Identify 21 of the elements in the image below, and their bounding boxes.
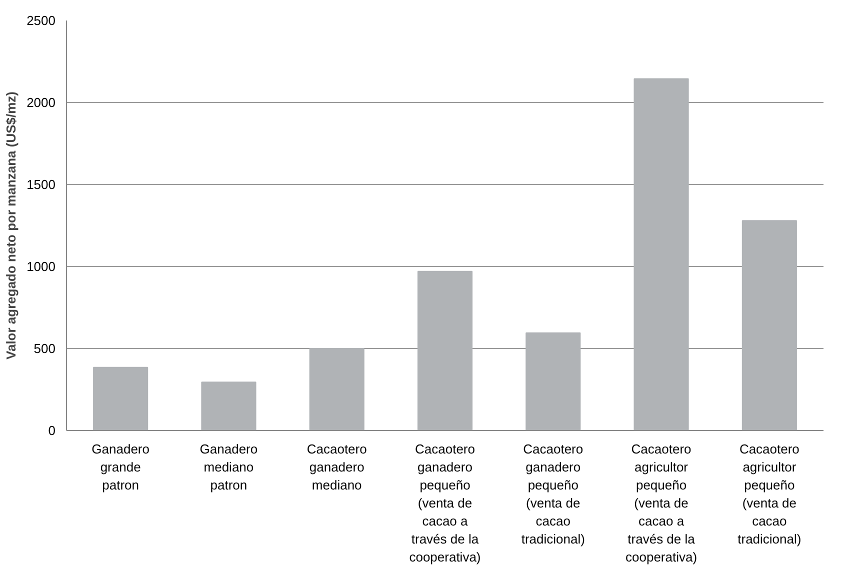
x-tick-label: Cacaotero ganadero mediano xyxy=(306,442,367,492)
x-tick-label: Ganadero mediano patron xyxy=(200,442,258,492)
x-tick-label: Cacaotero ganadero pequeño (venta de cacao a través de la cooperativa) xyxy=(409,442,481,564)
y-tick-label: 1000 xyxy=(26,259,56,274)
y-tick-label: 1500 xyxy=(26,177,56,192)
y-tick-label: 2500 xyxy=(26,13,56,28)
x-tick-label: Cacaotero agricultor pequeño (venta de cacao a través de la cooperativa) xyxy=(626,442,698,564)
bar xyxy=(93,366,148,430)
y-tick-label: 2000 xyxy=(26,95,56,110)
y-axis-title: Valor agregado neto por manzana (US$/mz) xyxy=(4,92,19,360)
bar xyxy=(742,220,797,430)
bar xyxy=(201,382,256,430)
x-tick-label: Cacaotero ganadero pequeño (venta de cacao tradicional) xyxy=(521,442,585,546)
bar xyxy=(417,270,473,430)
y-tick-label: 0 xyxy=(48,423,56,438)
x-tick-label: Cacaotero agricultor pequeño (venta de cacao tradicional) xyxy=(738,442,802,546)
x-tick-label: Ganadero grande patron xyxy=(92,442,150,492)
bar xyxy=(526,332,581,430)
y-tick-label: 500 xyxy=(34,341,56,356)
bar xyxy=(634,78,689,430)
bar xyxy=(309,348,364,430)
